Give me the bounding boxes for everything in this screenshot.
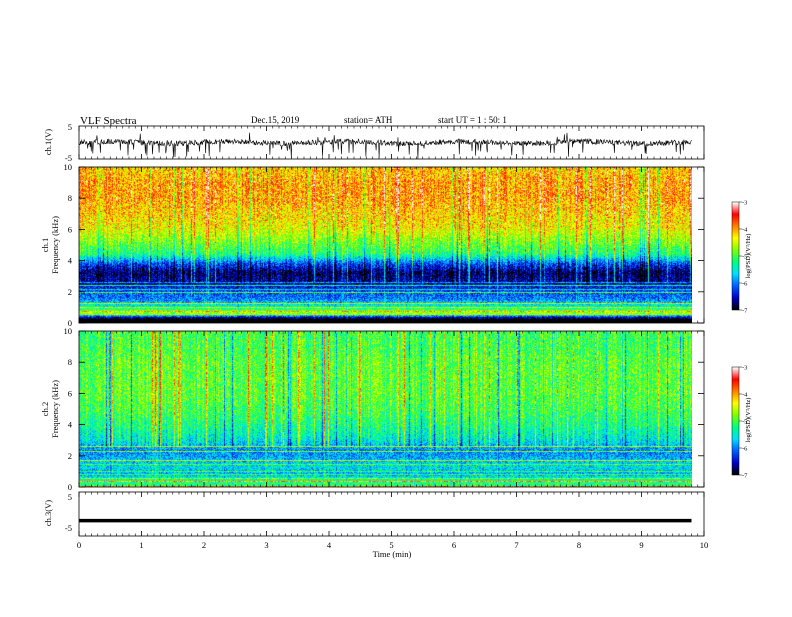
time-axis: 0 1 2 3 4 5 6 7 8 9 10 bbox=[77, 126, 708, 550]
ch2-spectrogram-yticks: 0 2 4 6 8 10 bbox=[64, 326, 704, 492]
ch1-spectrogram-image bbox=[79, 167, 692, 323]
ch1-ytick-top: 5 bbox=[68, 122, 72, 132]
x-tick-label: 1 bbox=[139, 540, 143, 550]
x-tick-label: 3 bbox=[264, 540, 268, 550]
ch2-spec-ytick-label: 8 bbox=[68, 357, 72, 367]
ch1-colorbar-tick-label: -4 bbox=[742, 227, 748, 234]
x-tick-label: 10 bbox=[700, 540, 709, 550]
ch2-spec-ytick-label: 2 bbox=[68, 451, 72, 461]
x-tick-label: 9 bbox=[639, 540, 643, 550]
ch2-colorbar-tick-label: -5 bbox=[742, 419, 747, 426]
x-tick-label: 5 bbox=[389, 540, 393, 550]
ch2-colorbar-gradient bbox=[732, 367, 739, 475]
ch2-channel-label: ch.2 bbox=[40, 402, 50, 416]
ch1-colorbar-label: log(PSD)(V²/Hz) bbox=[745, 234, 752, 279]
ch2-colorbar: log(PSD)(V²/Hz) -3 -4 -5 -6 -7 bbox=[731, 365, 752, 480]
ch2-spec-ytick-label: 6 bbox=[68, 388, 72, 398]
x-tick-label: 6 bbox=[452, 540, 456, 550]
x-tick-label: 0 bbox=[77, 540, 81, 550]
ch1-colorbar-tick-label: -3 bbox=[742, 200, 747, 207]
ch3-ytick-bottom: -5 bbox=[65, 523, 72, 533]
ch1-spec-ytick-label: 10 bbox=[64, 162, 73, 172]
ch2-colorbar-tick-label: -6 bbox=[742, 446, 748, 453]
ch1-spec-ytick-label: 6 bbox=[68, 224, 72, 234]
ch2-frequency-ylabel: Frequency (kHz) bbox=[50, 380, 60, 438]
station-label: station= ATH bbox=[344, 115, 393, 125]
x-tick-label: 4 bbox=[327, 540, 332, 550]
ch1-waveform-line bbox=[78, 132, 692, 160]
ch1-waveform-panel: 5 -5 ch.1(V) bbox=[43, 122, 705, 163]
x-tick-label: 2 bbox=[202, 540, 206, 550]
ch2-spec-ytick-label: 0 bbox=[68, 482, 72, 492]
ch1-colorbar-gradient bbox=[732, 202, 739, 310]
ch2-spectrogram-panel: 0 2 4 6 8 10 ch.2 Frequency (kHz) bbox=[40, 326, 705, 492]
ch2-colorbar-tick-label: -3 bbox=[742, 365, 747, 372]
ch1-colorbar-tick-label: -6 bbox=[742, 281, 748, 288]
time-axis-label: Time (min) bbox=[373, 549, 412, 559]
ch1-channel-label: ch.1 bbox=[40, 238, 50, 252]
ch2-colorbar-tick-label: -4 bbox=[742, 392, 748, 399]
ch2-colorbar-label: log(PSD)(V²/Hz) bbox=[745, 398, 752, 443]
ch1-spec-ytick-label: 4 bbox=[68, 256, 73, 266]
ch1-spectrogram-panel: 0 2 4 6 8 10 ch.1 Frequency (kHz) bbox=[40, 162, 705, 328]
ch3-waveform-panel: 5 -5 ch.3(V) bbox=[43, 491, 705, 537]
ch1-ytick-bottom: -5 bbox=[65, 153, 72, 163]
ch2-spectrogram-image bbox=[79, 331, 692, 487]
ch1-colorbar-tick-label: -7 bbox=[742, 308, 748, 315]
figure-title: VLF Spectra bbox=[80, 115, 137, 127]
ch1-colorbar: log(PSD)(V²/Hz) -3 -4 -5 -6 -7 bbox=[731, 200, 752, 315]
ch1-spec-ytick-label: 8 bbox=[68, 193, 72, 203]
start-time-label: start UT = 1 : 50: 1 bbox=[438, 115, 507, 125]
date-label: Dec.15, 2019 bbox=[251, 115, 300, 125]
ch3-waveform-ylabel: ch.3(V) bbox=[43, 500, 53, 526]
ch1-waveform-trace bbox=[78, 132, 692, 160]
x-tick-label: 8 bbox=[577, 540, 581, 550]
ch2-colorbar-tick-label: -7 bbox=[742, 473, 748, 480]
ch1-frequency-ylabel: Frequency (kHz) bbox=[50, 216, 60, 274]
x-tick-label: 7 bbox=[514, 540, 518, 550]
ch1-spectrogram-yticks: 0 2 4 6 8 10 bbox=[64, 162, 704, 328]
ch2-spec-ytick-label: 4 bbox=[68, 420, 73, 430]
ch2-spec-ytick-label: 10 bbox=[64, 326, 73, 336]
ch1-colorbar-tick-label: -5 bbox=[742, 254, 747, 261]
ch1-spec-ytick-label: 0 bbox=[68, 318, 72, 328]
ch1-waveform-ylabel: ch.1(V) bbox=[43, 129, 53, 155]
ch1-spec-ytick-label: 2 bbox=[68, 287, 72, 297]
ch3-ytick-top: 5 bbox=[68, 492, 72, 502]
